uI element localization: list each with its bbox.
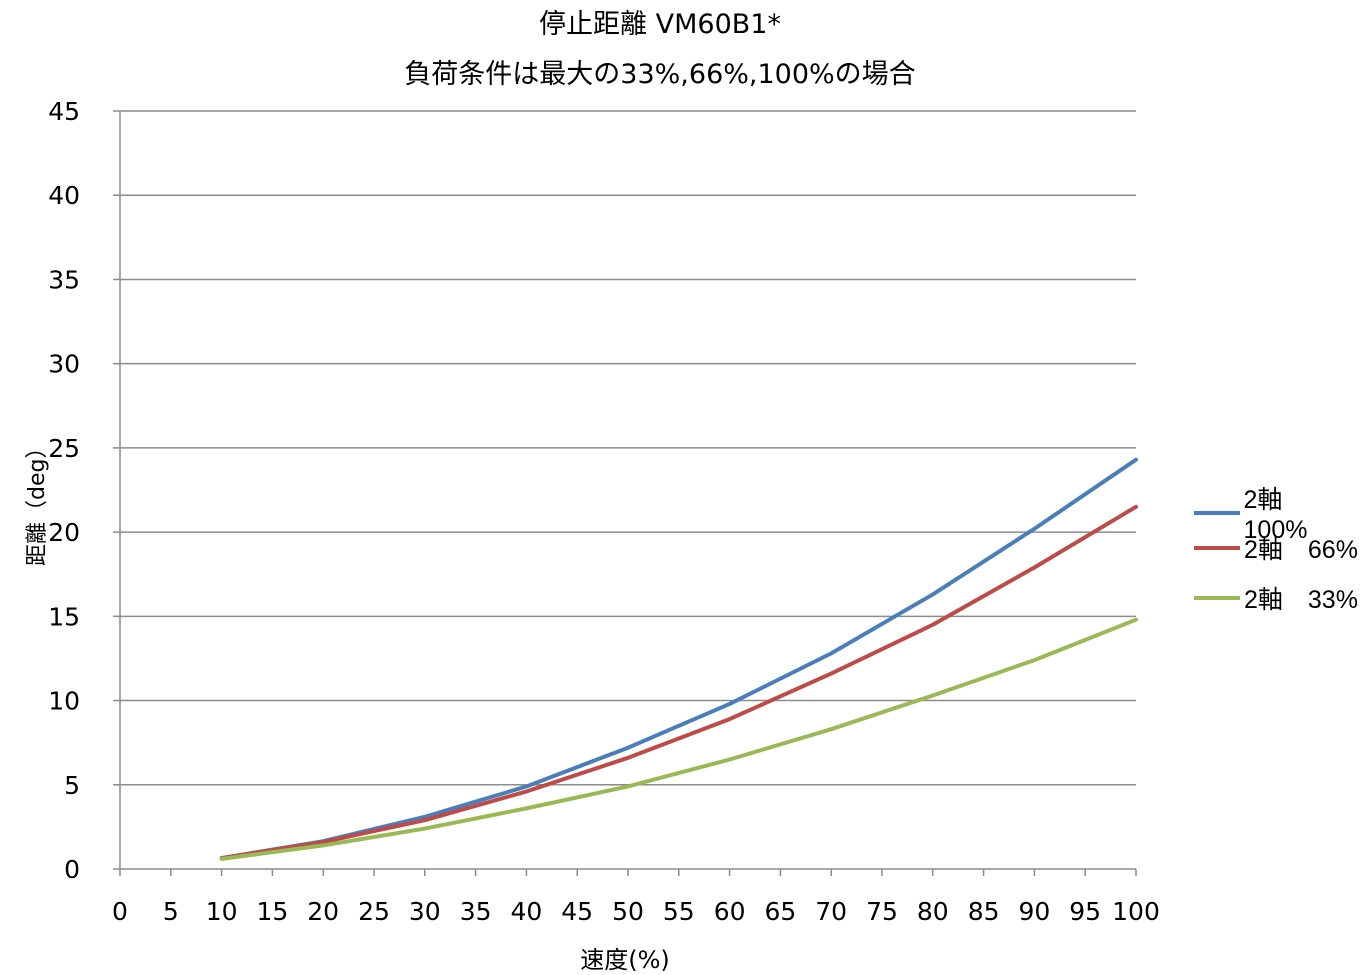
x-tick-label: 15: [256, 897, 288, 926]
x-tick-label: 20: [307, 897, 339, 926]
y-tick-label: 30: [48, 350, 80, 379]
x-tick-label: 70: [815, 897, 847, 926]
y-tick-label: 5: [64, 771, 80, 800]
x-tick-label: 45: [561, 897, 593, 926]
legend-swatch: [1194, 596, 1240, 600]
y-tick-label: 45: [48, 97, 80, 126]
x-tick-label: 75: [866, 897, 898, 926]
y-tick-label: 0: [64, 855, 80, 884]
chart-title: 停止距離 VM60B1*: [0, 2, 1320, 41]
y-tick-label: 25: [48, 434, 80, 463]
x-tick-label: 0: [112, 897, 128, 926]
x-tick-label: 95: [1069, 897, 1101, 926]
legend-item: 2軸 66%: [1194, 530, 1358, 566]
y-axis-label: 距離（deg）: [19, 456, 51, 566]
x-tick-label: 35: [460, 897, 492, 926]
y-tick-label: 15: [48, 602, 80, 631]
x-tick-label: 60: [714, 897, 746, 926]
x-tick-label: 100: [1112, 897, 1160, 926]
legend-swatch: [1194, 511, 1240, 515]
chart-subtitle: 負荷条件は最大の33%,66%,100%の場合: [0, 52, 1320, 91]
x-tick-label: 25: [358, 897, 390, 926]
x-tick-label: 30: [409, 897, 441, 926]
x-tick-label: 85: [968, 897, 1000, 926]
x-tick-label: 55: [663, 897, 695, 926]
legend-item: 2軸 33%: [1194, 580, 1358, 616]
x-axis-label: 速度(%): [560, 940, 690, 975]
y-tick-label: 40: [48, 181, 80, 210]
x-tick-label: 5: [163, 897, 179, 926]
x-tick-label: 50: [612, 897, 644, 926]
x-tick-label: 40: [510, 897, 542, 926]
legend-swatch: [1194, 546, 1240, 550]
x-tick-label: 65: [764, 897, 796, 926]
legend-label: 2軸 33%: [1244, 580, 1358, 616]
x-tick-label: 10: [206, 897, 238, 926]
y-tick-label: 35: [48, 265, 80, 294]
y-tick-label: 10: [48, 687, 80, 716]
series-line: [222, 460, 1136, 858]
x-tick-label: 80: [917, 897, 949, 926]
series-line: [222, 507, 1136, 858]
y-tick-label: 20: [48, 518, 80, 547]
legend-label: 2軸 66%: [1244, 530, 1358, 566]
x-tick-label: 90: [1018, 897, 1050, 926]
